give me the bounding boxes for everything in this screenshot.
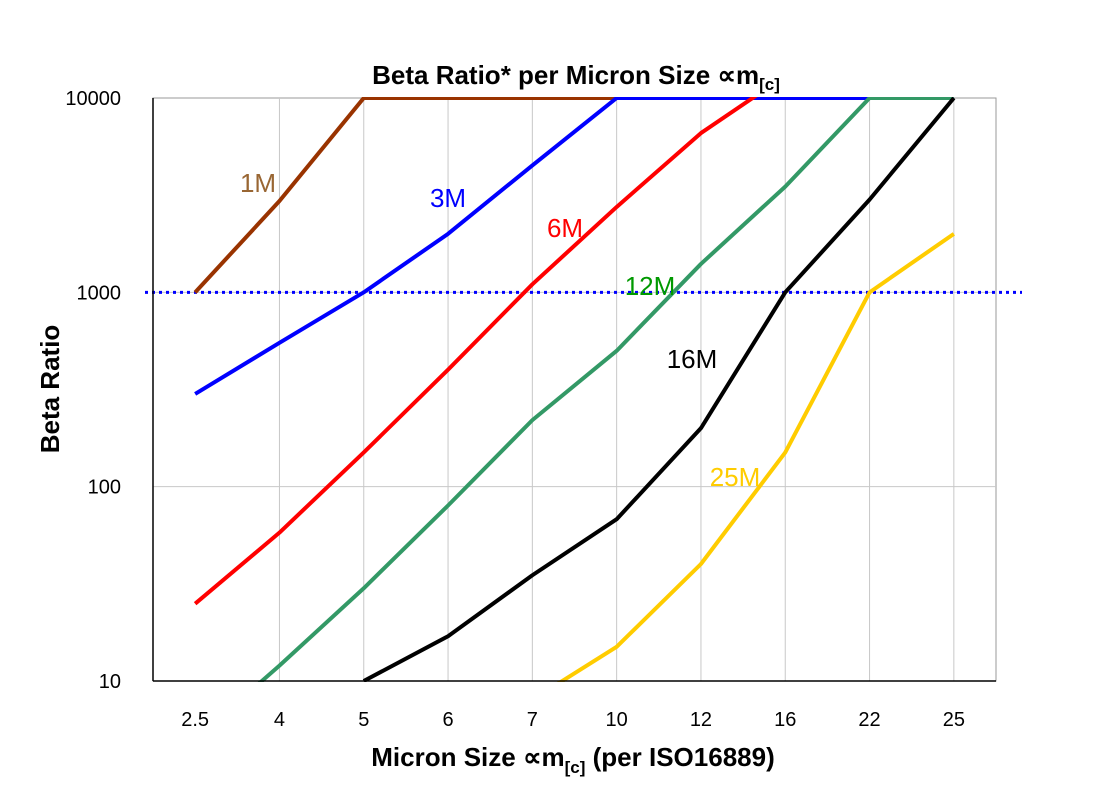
series-line-12M <box>257 97 954 682</box>
series-line-3M <box>194 97 954 396</box>
series-label-12M: 12M <box>625 271 676 301</box>
x-axis-title: Micron Size ∝m[c] (per ISO16889) <box>371 742 774 777</box>
series-line-6M <box>193 97 758 606</box>
x-tick-label: 16 <box>774 709 796 731</box>
x-tick-label: 10 <box>606 709 628 731</box>
y-tick-label: 10 <box>99 671 121 693</box>
x-tick-label: 5 <box>358 709 369 731</box>
y-tick-label: 1000 <box>77 282 122 304</box>
y-axis-title: Beta Ratio <box>35 325 65 454</box>
x-tick-label: 7 <box>527 709 538 731</box>
series-label-16M: 16M <box>667 344 718 374</box>
series-label-3M: 3M <box>430 183 466 213</box>
series-label-1M: 1M <box>240 168 276 198</box>
series-label-25M: 25M <box>710 462 761 492</box>
x-tick-label: 4 <box>274 709 285 731</box>
chart-title: Beta Ratio* per Micron Size ∝m[c] <box>372 60 780 94</box>
y-tick-label: 100 <box>88 477 121 499</box>
series-line-16M <box>362 97 956 682</box>
x-tick-label: 2.5 <box>181 709 209 731</box>
x-tick-label: 22 <box>858 709 880 731</box>
x-tick-label: 25 <box>943 709 965 731</box>
plot-area <box>152 97 997 682</box>
x-tick-label: 6 <box>442 709 453 731</box>
series-label-6M: 6M <box>547 213 583 243</box>
y-tick-label: 10000 <box>65 88 121 110</box>
x-tick-label: 12 <box>690 709 712 731</box>
series-line-25M <box>556 232 955 682</box>
